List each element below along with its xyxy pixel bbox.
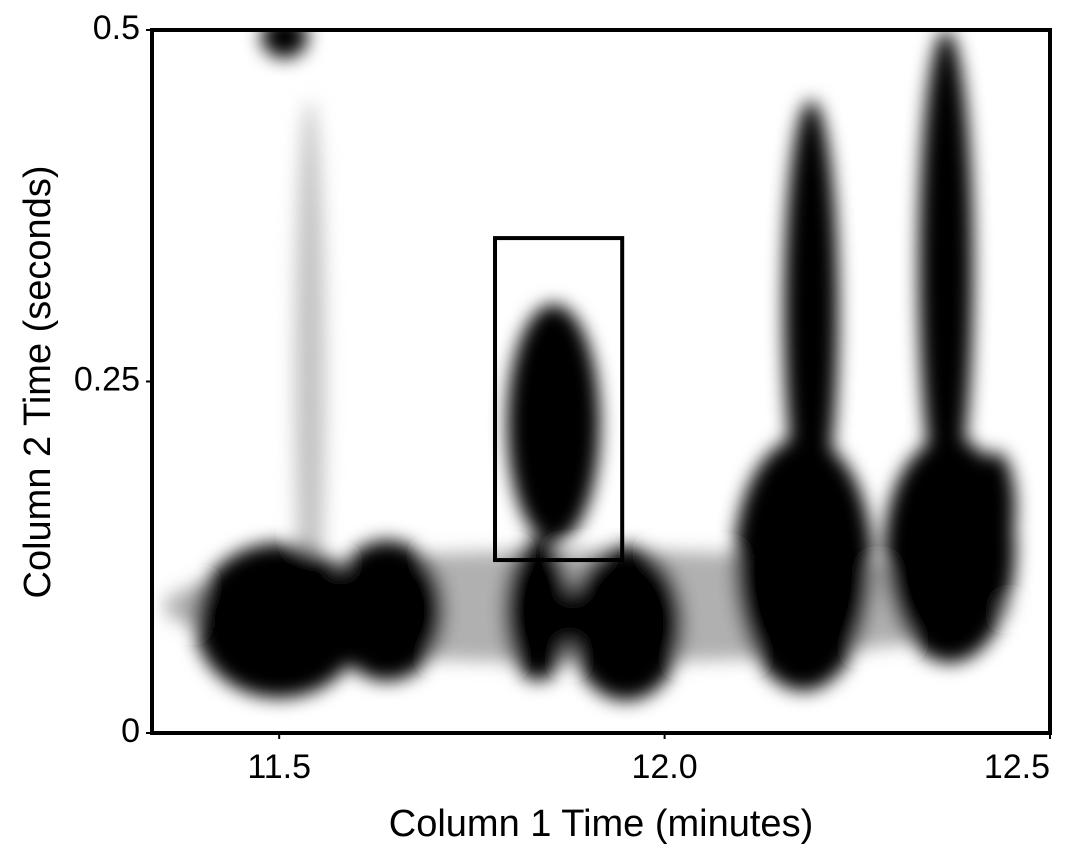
peak — [976, 451, 1016, 565]
peak — [261, 30, 308, 59]
peak — [329, 540, 445, 681]
highlight-box — [493, 236, 625, 563]
peak — [503, 540, 573, 681]
peak-layer — [163, 30, 1016, 701]
y-tick-label: 0.5 — [93, 9, 140, 47]
y-axis-label: Column 2 Time (seconds) — [17, 166, 59, 599]
y-tick-label: 0.25 — [74, 360, 140, 398]
x-tick-label: 12.5 — [984, 748, 1050, 786]
x-tick-label: 12.0 — [631, 748, 697, 786]
y-tick-label: 0 — [121, 712, 140, 750]
peak — [507, 304, 600, 544]
peak — [568, 546, 684, 701]
peak — [294, 100, 326, 663]
peak — [194, 543, 364, 698]
x-axis-label: Column 1 Time (minutes) — [389, 803, 813, 845]
peak — [784, 100, 839, 523]
peak — [733, 437, 873, 691]
x-tick-label: 11.5 — [247, 748, 311, 786]
peak — [918, 30, 973, 508]
